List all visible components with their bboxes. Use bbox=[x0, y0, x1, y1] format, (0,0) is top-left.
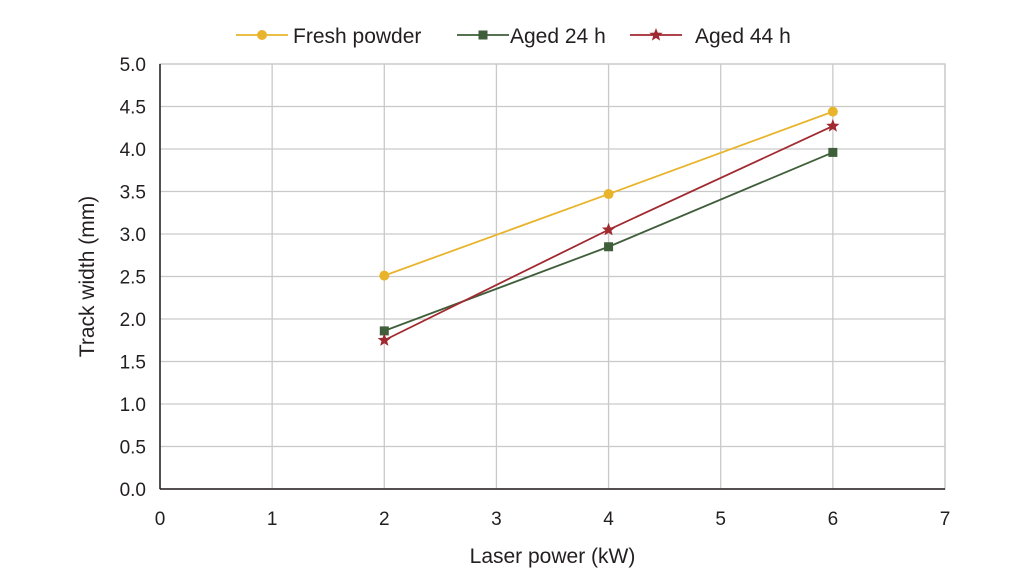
plot-area bbox=[159, 63, 946, 490]
x-tick-label: 2 bbox=[379, 509, 390, 530]
legend-item: Fresh powder bbox=[236, 25, 421, 48]
y-tick-label: 2.5 bbox=[120, 268, 146, 289]
series-layer bbox=[377, 106, 840, 346]
y-tick-label: 1.5 bbox=[120, 353, 146, 374]
legend-item: Aged 44 h bbox=[630, 25, 791, 48]
y-tick-label: 4.0 bbox=[120, 140, 146, 161]
x-tick-label: 5 bbox=[715, 509, 726, 530]
x-tick-label: 7 bbox=[940, 509, 951, 530]
data-point bbox=[828, 147, 838, 157]
legend-label: Aged 44 h bbox=[695, 25, 791, 48]
y-tick-labels: 0.0 0.5 1.0 1.5 2.0 2.5 3.0 3.5 4.0 4.5 5.0 bbox=[120, 55, 146, 501]
data-point bbox=[827, 106, 838, 117]
y-tick-label: 5.0 bbox=[120, 55, 146, 76]
y-tick-label: 4.5 bbox=[120, 98, 146, 119]
x-axis-label: Laser power (kW) bbox=[470, 545, 636, 568]
x-tick-label: 0 bbox=[155, 509, 166, 530]
legend-label: Aged 24 h bbox=[510, 25, 606, 48]
y-tick-label: 2.0 bbox=[120, 310, 146, 331]
data-point bbox=[377, 333, 391, 346]
x-tick-label: 6 bbox=[828, 509, 839, 530]
y-tick-label: 3.5 bbox=[120, 183, 146, 204]
legend-marker bbox=[478, 30, 488, 40]
series-3 bbox=[377, 119, 840, 346]
legend-item: Aged 24 h bbox=[457, 25, 606, 48]
y-axis-label: Track width (mm) bbox=[76, 196, 99, 357]
x-tick-labels: 0 1 2 3 4 5 6 7 bbox=[155, 509, 951, 530]
legend-marker bbox=[257, 30, 267, 40]
legend-marker bbox=[649, 28, 663, 41]
data-point bbox=[379, 270, 390, 281]
data-point bbox=[379, 326, 389, 336]
data-point bbox=[601, 222, 616, 236]
y-tick-label: 0.5 bbox=[120, 438, 146, 459]
x-tick-label: 4 bbox=[603, 509, 614, 530]
x-tick-label: 3 bbox=[491, 509, 502, 530]
y-tick-label: 0.0 bbox=[120, 480, 146, 501]
legend-label: Fresh powder bbox=[293, 25, 421, 48]
y-tick-label: 1.0 bbox=[120, 395, 146, 416]
legend: Fresh powder Aged 24 h Aged 44 h bbox=[236, 25, 791, 48]
series-1 bbox=[379, 106, 838, 281]
data-point bbox=[603, 189, 614, 200]
data-point bbox=[604, 242, 614, 252]
data-point bbox=[826, 119, 840, 132]
x-tick-label: 1 bbox=[267, 509, 278, 530]
y-tick-label: 3.0 bbox=[120, 225, 146, 246]
